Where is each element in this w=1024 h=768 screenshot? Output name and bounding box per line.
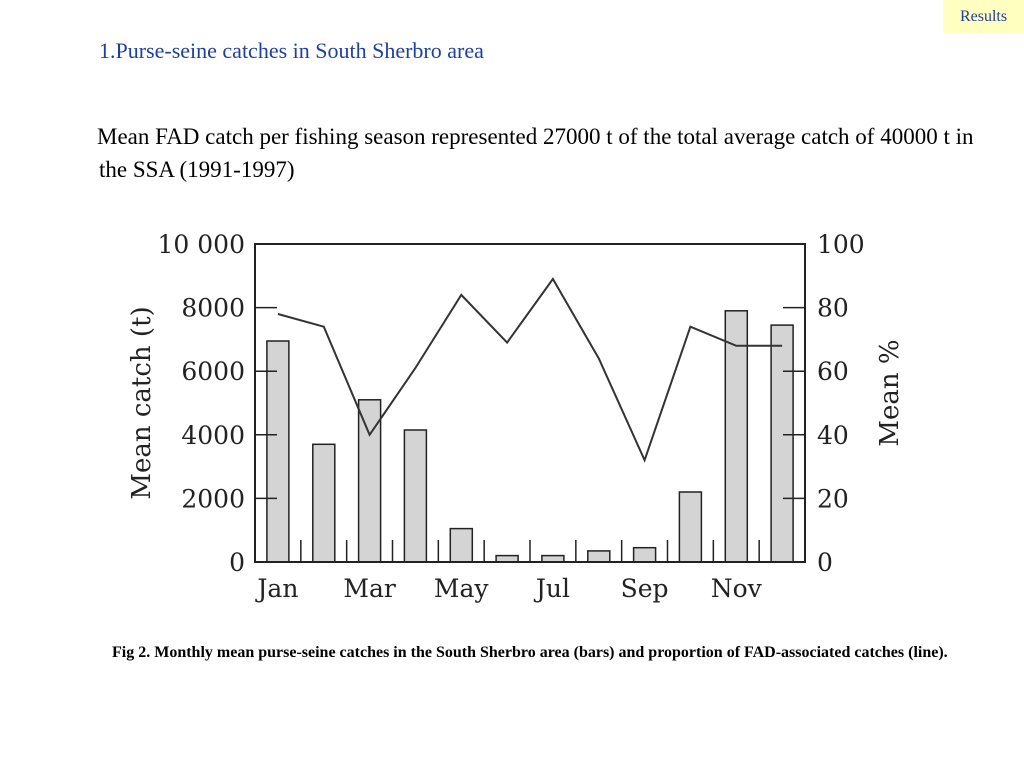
- y-left-tick-label: 4000: [181, 421, 245, 450]
- plot-frame: [254, 243, 806, 563]
- x-tick-label-nov: Nov: [711, 574, 763, 603]
- y-left-tick-label: 2000: [181, 484, 245, 513]
- y-right-axis-label: Mean %: [875, 339, 905, 446]
- bar-feb: [312, 443, 336, 563]
- y-left-tick-label: 6000: [181, 357, 245, 386]
- catch-chart: 0 2000 4000 6000 8000 10 000 0 20 40 60 80 100 Jan Ma…: [127, 230, 905, 603]
- y-right-tick-label: 80: [817, 294, 849, 323]
- slide-title: 1.Purse-seine catches in South Sherbro a…: [99, 38, 484, 63]
- bar-aug: [587, 550, 611, 563]
- x-tick-label-mar: Mar: [343, 574, 396, 603]
- bar-dec: [770, 324, 794, 563]
- x-tick-label-jan: Jan: [254, 574, 298, 603]
- bar-oct: [678, 491, 703, 563]
- y-right-tick-label: 60: [817, 357, 849, 386]
- y-right-tick-label: 40: [817, 421, 849, 450]
- bar-may: [449, 527, 474, 563]
- figure-caption: Fig 2. Monthly mean purse-seine catches …: [112, 644, 948, 661]
- y-left-tick-label: 10 000: [158, 230, 245, 259]
- bar-nov: [724, 310, 749, 563]
- chart-container: 0 2000 4000 6000 8000 10 000 0 20 40 60 80 100 Jan Ma…: [120, 220, 920, 620]
- y-right-tick-label: 20: [817, 484, 849, 513]
- bar-jan: [266, 340, 290, 563]
- section-tag: Results: [943, 0, 1024, 33]
- y-right-tick-label: 0: [817, 548, 833, 577]
- y-left-tick-label: 8000: [181, 294, 245, 323]
- x-tick-label-may: May: [434, 574, 490, 603]
- fad-proportion-line: [277, 277, 783, 463]
- x-tick-label-jul: Jul: [533, 574, 570, 603]
- y-left-tick-label: 0: [229, 548, 245, 577]
- bar-sep: [632, 546, 657, 563]
- x-tick-label-sep: Sep: [621, 574, 669, 603]
- y-right-tick-label: 100: [817, 230, 865, 259]
- y-left-axis-label: Mean catch (t): [127, 306, 157, 499]
- bar-apr: [403, 429, 428, 563]
- intro-text: Mean FAD catch per fishing season repres…: [97, 124, 974, 182]
